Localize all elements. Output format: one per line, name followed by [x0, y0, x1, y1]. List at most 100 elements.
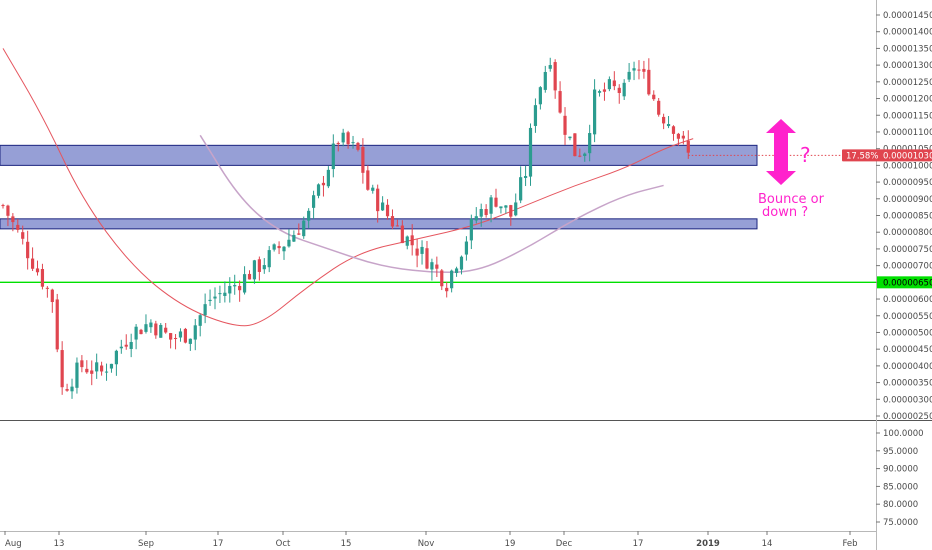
- y-tick-label: 0.00000800: [883, 228, 932, 238]
- ma-fast-line: [2, 48, 694, 327]
- candle: [173, 334, 178, 350]
- candle: [346, 130, 350, 149]
- price-axis[interactable]: 0.00001450 0.00001400 0.00001350 0.00001300…: [876, 11, 932, 422]
- candle: [178, 328, 183, 342]
- candle: [504, 205, 508, 214]
- candle: [16, 219, 20, 233]
- current-price-value: 0.00001030: [883, 151, 932, 161]
- x-tick-label: Aug: [5, 539, 22, 549]
- indicator-axis[interactable]: 100.0000 95.0000 90.0000 85.0000 80.0000 75.0…: [876, 429, 924, 528]
- question-mark-annotation: ?: [800, 143, 811, 167]
- candle: [361, 138, 365, 184]
- candle: [238, 280, 242, 302]
- indicator-tick-label: 95.0000: [883, 447, 918, 457]
- candle: [489, 194, 493, 223]
- candle: [80, 355, 84, 373]
- candle: [272, 243, 276, 252]
- candle: [198, 313, 202, 337]
- candle: [242, 266, 247, 295]
- candle: [563, 107, 567, 146]
- candle: [548, 57, 552, 72]
- candle: [311, 190, 316, 219]
- candle: [657, 97, 661, 117]
- candle: [213, 287, 217, 310]
- y-tick-label: 0.00000550: [883, 312, 932, 322]
- candle: [95, 353, 99, 379]
- candle: [277, 241, 281, 255]
- candle: [233, 274, 237, 295]
- x-tick-label: 15: [341, 539, 352, 549]
- candle: [109, 363, 114, 373]
- candle: [612, 71, 616, 91]
- candle: [331, 134, 335, 178]
- y-tick-label: 0.00001250: [883, 78, 932, 88]
- candle: [578, 148, 582, 158]
- candle: [356, 141, 360, 152]
- candle: [55, 293, 59, 353]
- candle: [509, 204, 513, 226]
- double-arrow-annotation[interactable]: [766, 119, 796, 185]
- candle: [297, 223, 301, 236]
- y-tick-label: 0.00000700: [883, 262, 932, 272]
- candle: [676, 132, 681, 146]
- candle: [583, 152, 587, 162]
- candle: [26, 230, 30, 270]
- candle: [445, 282, 449, 298]
- zone-2[interactable]: [0, 218, 758, 230]
- y-tick-label: 0.00000400: [883, 362, 932, 372]
- zone-1[interactable]: [0, 144, 758, 166]
- candle: [469, 214, 473, 250]
- candle: [257, 256, 261, 281]
- y-tick-label: 0.00001000: [883, 161, 932, 171]
- y-tick-label: 0.00001350: [883, 44, 932, 54]
- candle: [415, 238, 419, 268]
- candle: [400, 220, 404, 244]
- candle: [129, 333, 133, 358]
- candle: [484, 204, 488, 218]
- candle: [159, 323, 163, 338]
- candle: [499, 206, 503, 214]
- candle: [104, 363, 109, 381]
- candle: [6, 204, 10, 227]
- candle: [533, 98, 538, 133]
- candle: [538, 86, 542, 110]
- candle: [223, 281, 227, 303]
- candle: [65, 383, 69, 392]
- candle: [134, 324, 138, 350]
- candle: [686, 130, 690, 159]
- candle: [114, 349, 118, 376]
- indicator-tick-label: 90.0000: [883, 465, 918, 475]
- x-tick-label: 17: [633, 539, 644, 549]
- x-tick-label: 13: [54, 539, 65, 549]
- time-axis[interactable]: Aug 13 Sep 17 Oct 15 Nov 19 Dec 17 2019 14 Feb: [4, 531, 858, 549]
- candle: [454, 266, 459, 277]
- y-tick-label: 0.00000600: [883, 295, 932, 305]
- candle: [642, 60, 646, 79]
- indicator-tick-label: 100.0000: [883, 429, 924, 439]
- candle: [11, 213, 15, 232]
- resistance-zones: [0, 144, 758, 230]
- candle: [543, 65, 547, 93]
- x-tick-label: Oct: [276, 539, 291, 549]
- indicator-tick-label: 85.0000: [883, 482, 918, 492]
- candle: [267, 246, 271, 273]
- candle: [247, 270, 252, 280]
- candle: [637, 60, 641, 80]
- y-tick-label: 0.00001400: [883, 28, 932, 38]
- candle: [494, 188, 498, 208]
- candle: [30, 247, 35, 271]
- x-tick-label: 19: [505, 539, 516, 549]
- candle: [144, 314, 148, 334]
- candle: [450, 269, 454, 293]
- x-tick-label: 14: [762, 539, 773, 549]
- candle: [154, 320, 158, 339]
- candle: [119, 339, 123, 354]
- candle: [573, 133, 577, 157]
- candle: [302, 216, 306, 239]
- candle: [425, 241, 429, 270]
- candle: [523, 165, 528, 187]
- candle: [514, 193, 518, 217]
- candle: [464, 236, 469, 261]
- y-tick-label: 0.00000750: [883, 245, 932, 255]
